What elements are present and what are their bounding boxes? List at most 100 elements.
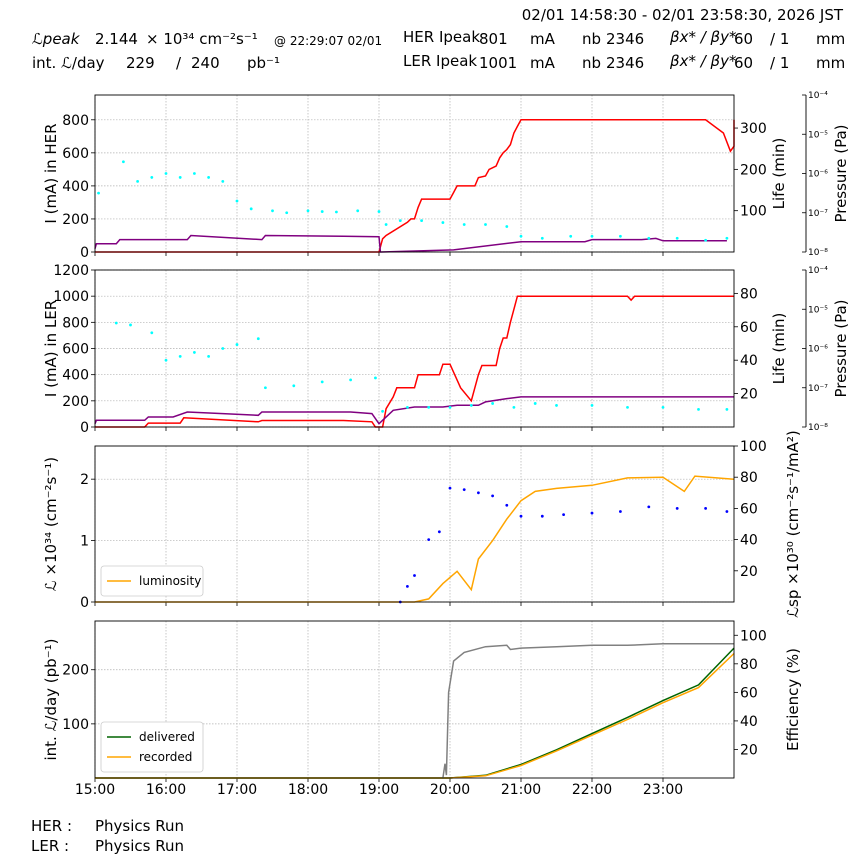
specific-point [491, 494, 494, 498]
specific-point [427, 538, 431, 541]
current-line [95, 295, 734, 428]
ler-nb-value: 2346 [606, 54, 644, 72]
pressure-point [256, 337, 260, 341]
ler-status-label: LER : [31, 837, 69, 855]
pressure-point [221, 347, 225, 350]
pressure-tick-label: 10⁻⁴ [808, 266, 828, 276]
legend-entry: luminosity [139, 574, 201, 588]
y-tick-label: 2 [80, 472, 89, 488]
pressure-point [725, 407, 729, 411]
x-tick-label: 22:00 [572, 782, 612, 798]
y2-tick-label: 80 [740, 657, 758, 673]
y-axis-label: int. ℒ/day (pb⁻¹) [42, 639, 60, 761]
pressure-point [150, 331, 154, 335]
plot-frame [94, 620, 735, 779]
pressure-point [349, 378, 352, 382]
life-line [94, 234, 727, 253]
pressure-point [271, 209, 274, 213]
pressure-tick-label: 10⁻⁶ [808, 170, 828, 180]
pressure-point [122, 160, 125, 164]
pressure-point [235, 199, 239, 203]
pressure-point [484, 223, 487, 226]
specific-point [505, 503, 509, 507]
ler-status: Physics Run [95, 837, 184, 855]
luminosity-line [95, 475, 735, 603]
integrated-luminosity-panel: 15:00 16:00 17:00 18:00 19:00 20:00 21:00 22:00… [42, 620, 802, 798]
pressure-point [129, 323, 132, 327]
her-ipeak-unit: mA [530, 30, 556, 48]
ler-nb-label: nb [582, 54, 601, 72]
y-axis-label: I (mA) in HER [42, 123, 60, 223]
plot-frame [94, 94, 735, 253]
int-lumi-total: 240 [191, 54, 220, 72]
pressure-point [320, 210, 324, 213]
pressure-point [207, 354, 211, 358]
her-status: Physics Run [95, 817, 184, 835]
pressure-point [647, 236, 651, 240]
pressure-point [704, 238, 707, 242]
pressure-point [398, 219, 402, 223]
specific-point [519, 514, 523, 518]
pressure-point [249, 207, 253, 211]
ler-beta-y: / 1 [770, 54, 789, 72]
y-tick-label: 1000 [53, 289, 89, 305]
pressure-point [406, 405, 409, 409]
pressure-point [590, 234, 594, 238]
int-lumi-unit: pb⁻¹ [247, 54, 280, 72]
y-tick-label: 1 [80, 534, 89, 550]
legend-box [100, 565, 204, 597]
pressure-point [114, 321, 118, 325]
efficiency-line [442, 643, 734, 779]
pressure-point [97, 191, 100, 195]
pressure-point [264, 386, 267, 390]
pressure-point [221, 179, 225, 183]
her-nb-label: nb [582, 30, 601, 48]
pressure-point [285, 211, 289, 215]
pressure-tick-label: 10⁻⁸ [808, 248, 828, 258]
y-tick-label: 200 [62, 663, 89, 679]
her-ipeak-value: 801 [479, 30, 508, 48]
pressure-point [193, 172, 196, 175]
pressure-point [540, 236, 544, 240]
ler-ipeak-label: LER Ipeak [403, 52, 477, 70]
pressure-point [178, 354, 182, 358]
pressure-point [619, 234, 622, 238]
pressure-point [150, 176, 154, 179]
footer: HER : Physics Run LER : Physics Run [31, 817, 184, 855]
pressure-point [207, 176, 211, 179]
her-current-panel: 0 200 400 600 800 100 200 300 10⁻⁸ 10⁻⁷ 10⁻⁶ 10⁻⁵ 10… [42, 91, 850, 261]
y-tick-label: 200 [62, 394, 89, 410]
pressure-point [384, 223, 388, 226]
y2-tick-label: 20 [740, 742, 758, 758]
ler-beta-x: 60 [734, 54, 753, 72]
specific-point [647, 505, 651, 509]
legend-entry: delivered [139, 730, 195, 744]
x-tick-label: 15:00 [75, 782, 115, 798]
y2-axis-label: Efficiency (%) [784, 648, 802, 751]
pressure-tick-label: 10⁻⁸ [808, 423, 828, 433]
her-beta-y: / 1 [770, 30, 789, 48]
pressure-point [320, 380, 324, 384]
x-tick-label: 23:00 [643, 782, 683, 798]
y2-tick-label: 60 [740, 685, 758, 701]
ler-ipeak-value: 1001 [479, 54, 517, 72]
pressure-point [164, 172, 168, 175]
pressure-axis-label: Pressure (Pa) [832, 124, 850, 222]
y-axis-label: I (mA) in LER [42, 300, 60, 397]
pressure-point [193, 351, 196, 354]
y2-tick-label: 60 [740, 501, 758, 517]
pressure-tick-label: 10⁻⁵ [808, 305, 828, 315]
pressure-point [555, 404, 558, 407]
pressure-point [533, 402, 537, 405]
pressure-point [420, 219, 423, 223]
pressure-point [505, 225, 509, 228]
pressure-point [491, 402, 494, 405]
y-tick-label: 0 [80, 420, 89, 436]
specific-point [406, 585, 409, 588]
ler-beta-label: βx* / βy* [669, 52, 737, 70]
her-beta-unit: mm [816, 30, 845, 48]
y2-tick-label: 100 [740, 628, 767, 644]
pressure-point [235, 343, 239, 346]
header: 02/01 14:58:30 - 02/01 23:58:30, 2026 JS… [32, 6, 845, 72]
y2-tick-label: 80 [740, 286, 758, 302]
